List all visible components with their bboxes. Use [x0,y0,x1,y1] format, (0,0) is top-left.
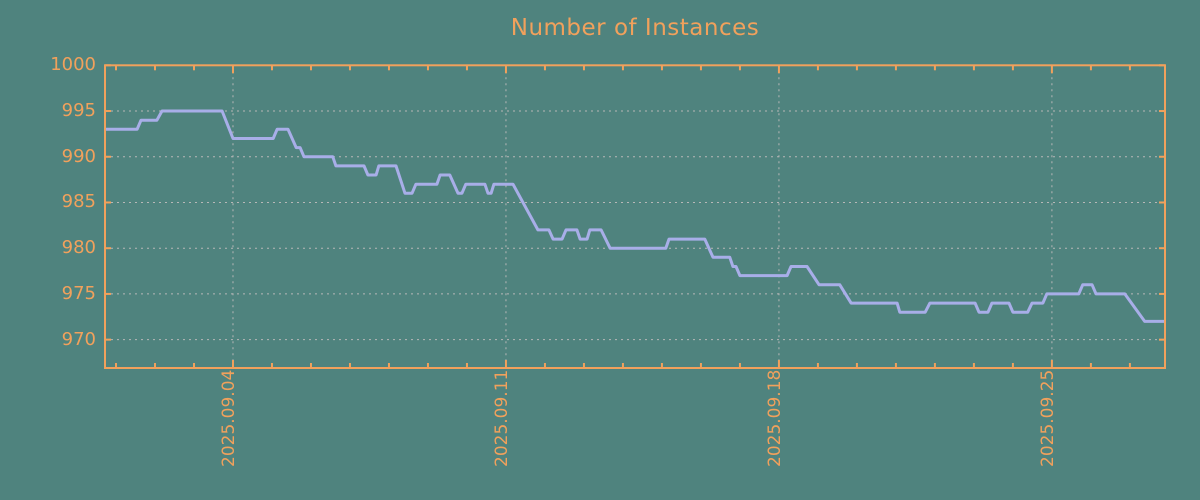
x-tick-label: 2025.09.04 [218,369,239,467]
instances-line-series [105,109,1165,323]
plot-border [104,64,1166,370]
y-tick-label: 990 [61,145,96,167]
y-tick-label: 995 [61,100,96,122]
x-tick-label: 2025.09.11 [491,369,512,467]
y-tick-label: 970 [61,328,96,350]
chart-title: Number of Instances [510,15,760,41]
x-tick-label: 2025.09.18 [764,369,785,467]
x-tick-label: 2025.09.25 [1037,369,1058,467]
y-tick-label: 980 [61,237,96,259]
y-tick-label: 1000 [50,54,96,76]
y-tick-label: 985 [61,191,96,213]
y-tick-label: 975 [61,282,96,304]
